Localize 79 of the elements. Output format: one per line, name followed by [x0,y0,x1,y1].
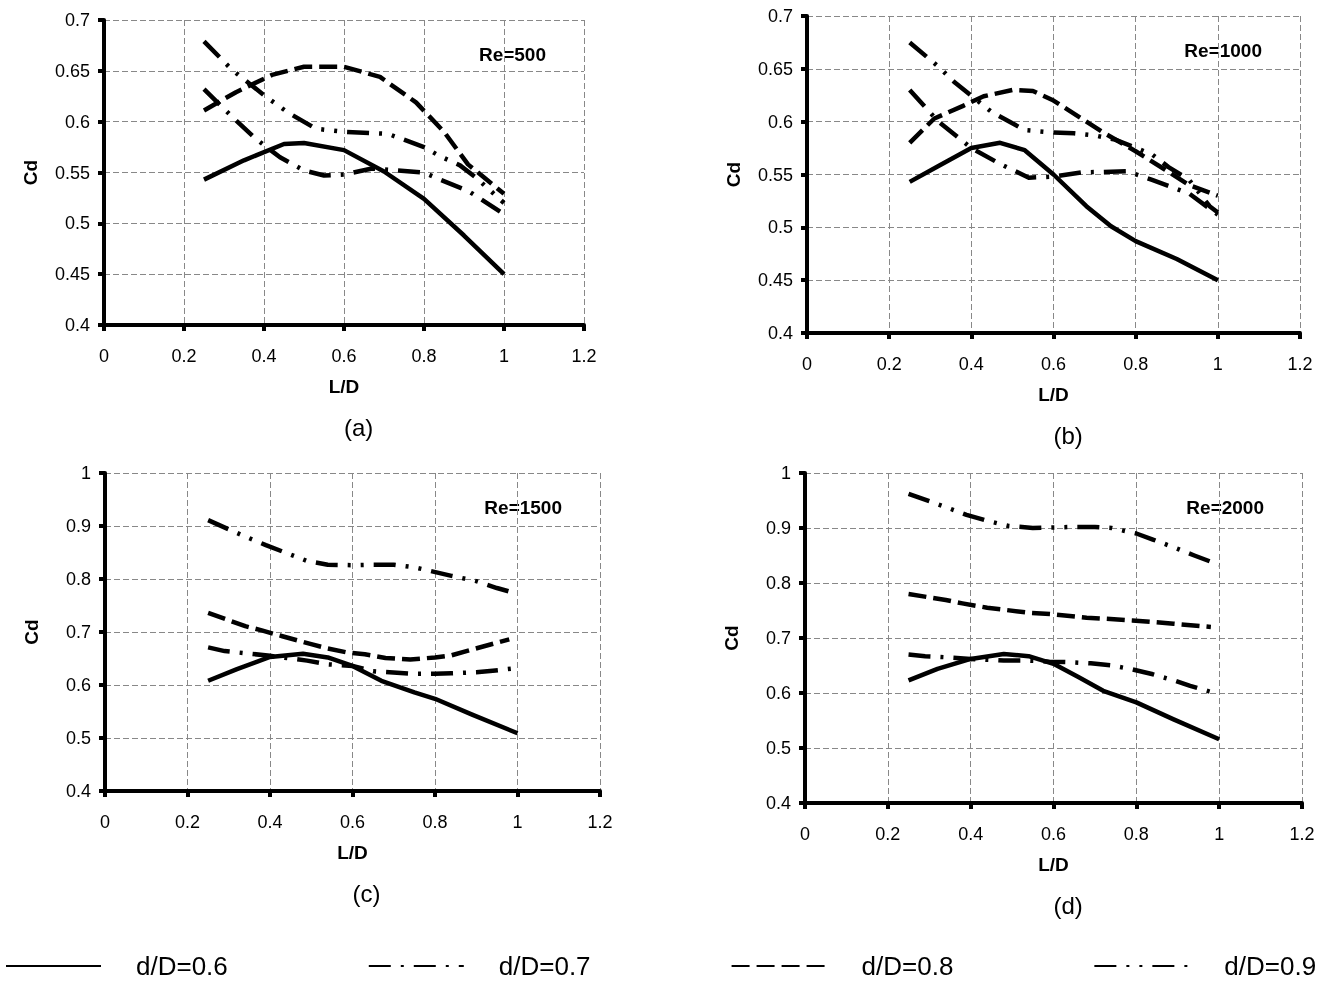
x-tick-label: 1 [498,346,510,366]
y-axis-title: Cd [723,161,744,188]
y-tick-label: 1 [80,463,91,483]
x-tick-label: 1 [512,812,523,832]
legend-label: d/D=0.9 [1224,951,1317,981]
y-tick-label: 0.7 [65,622,91,642]
x-tick-label: 1 [1214,824,1225,844]
x-axis-title: L/D [337,842,368,863]
y-axis-title: Cd [20,159,41,186]
x-tick-label: 0.6 [1040,354,1067,374]
y-tick-label: 0.65 [757,58,793,79]
text: (a) [343,413,374,441]
x-tick-label: 0.8 [1123,354,1149,374]
x-tick-label: 0.2 [875,824,901,844]
x-tick-label: 0.2 [876,354,902,374]
y-tick-label: 0.55 [54,162,90,183]
y-tick-label: 0.8 [765,573,791,593]
x-tick-label: 0 [799,824,811,844]
text: (c) [352,879,381,907]
y-tick-label: 0.8 [65,569,91,589]
y-tick-label: 0.9 [65,516,91,536]
x-tick-label: 0.8 [411,346,437,366]
x-tick-label: 1 [1212,354,1223,374]
x-tick-label: 0.8 [1123,824,1149,844]
annotation: Re=1000 [1184,40,1262,61]
x-tick-label: 0.2 [171,346,197,366]
x-axis-title: L/D [328,376,360,397]
x-axis-title: L/D [1038,384,1069,405]
y-tick-label: 0.4 [64,315,90,335]
y-tick-label: 0.7 [64,10,90,30]
x-tick-label: 0.6 [1040,824,1067,844]
x-tick-label: 0 [801,354,813,374]
y-tick-label: 0.4 [765,793,791,813]
y-tick-label: 0.4 [65,781,91,801]
text: (d) [1053,891,1083,919]
x-tick-label: 1.2 [587,812,613,832]
x-tick-label: 0.2 [174,812,201,832]
y-tick-label: 0.6 [65,675,91,695]
x-tick-label: 0 [98,346,110,366]
x-tick-label: 0.4 [257,812,283,832]
x-tick-label: 0.6 [339,812,366,832]
annotation: Re=1500 [484,497,562,518]
text: (b) [1053,421,1083,449]
y-tick-label: 0.45 [757,270,793,291]
x-tick-label: 0.6 [331,346,357,366]
line-series [906,651,1222,742]
y-tick-label: 0.4 [767,323,793,343]
y-tick-label: 0.6 [767,111,793,132]
y-tick-label: 0.5 [65,728,91,748]
y-tick-label: 0.9 [765,518,791,538]
y-tick-label: 0.55 [757,164,793,185]
x-tick-label: 0.4 [958,354,984,374]
y-tick-label: 0.6 [64,111,90,132]
x-tick-label: 0.8 [422,812,448,832]
y-tick-label: 1 [780,463,791,483]
y-tick-label: 0.7 [765,628,791,648]
y-axis-title: Cd [21,619,42,645]
legend-label: d/D=0.7 [498,951,591,981]
x-tick-label: 0.4 [958,824,984,844]
y-tick-label: 0.6 [765,683,791,703]
y-tick-label: 0.7 [767,6,793,26]
x-axis-title: L/D [1038,854,1069,875]
y-tick-label: 0.65 [54,60,90,81]
x-tick-label: 0.4 [251,346,277,366]
y-axis-title: Cd [721,625,742,651]
x-tick-label: 1.2 [571,346,597,366]
x-tick-label: 0 [99,812,111,832]
y-tick-label: 0.45 [54,264,90,285]
annotation: Re=2000 [1186,497,1264,518]
y-tick-label: 0.5 [64,213,90,234]
x-tick-label: 1.2 [1289,824,1315,844]
line-series [205,610,512,662]
legend-label: d/D=0.6 [136,951,228,981]
line-series [906,591,1214,630]
y-tick-label: 0.5 [767,217,793,238]
y-tick-label: 0.5 [765,738,791,758]
annotation: Re=500 [478,44,547,65]
legend-label: d/D=0.8 [861,951,954,981]
x-tick-label: 1.2 [1287,354,1313,374]
